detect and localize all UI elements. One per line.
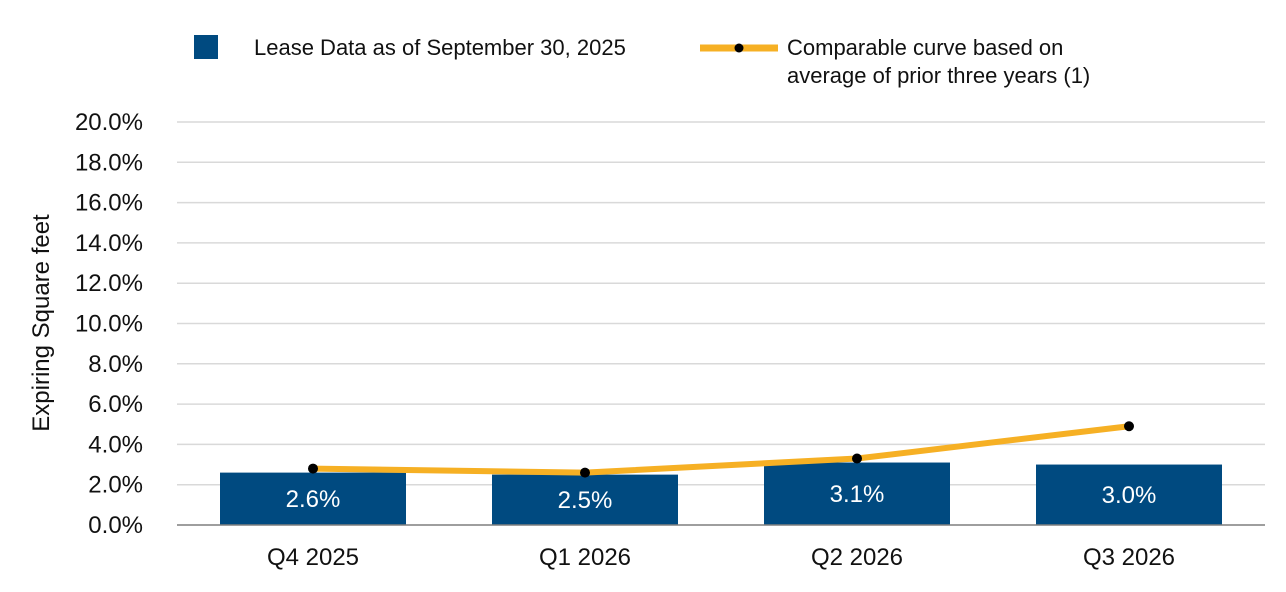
y-tick-label: 8.0% [88, 351, 143, 378]
line-point [852, 453, 862, 464]
line-series [308, 421, 1134, 478]
legend-bar-label: Lease Data as of September 30, 2025 [254, 35, 626, 60]
y-tick-label: 0.0% [88, 512, 143, 539]
y-tick-label: 12.0% [75, 270, 143, 297]
bar [1036, 464, 1222, 525]
y-tick-label: 2.0% [88, 472, 143, 499]
bar [764, 462, 950, 525]
y-tick-label: 10.0% [75, 311, 143, 338]
y-tick-label: 14.0% [75, 230, 143, 257]
x-tick-label: Q3 2026 [1083, 544, 1175, 571]
y-tick-label: 18.0% [75, 149, 143, 176]
y-axis-ticks: 0.0% 2.0% 4.0% 6.0% 8.0% 10.0% 12.0% 14.0% 16.0%… [75, 109, 143, 539]
y-tick-label: 20.0% [75, 109, 143, 136]
bar-data-label: 2.6% [286, 486, 341, 513]
y-tick-label: 6.0% [88, 391, 143, 418]
y-axis-title: Expiring Square feet [28, 214, 55, 432]
bar-data-labels: 2.6% 2.5% 3.1% 3.0% [286, 481, 1157, 514]
legend-bar-swatch [194, 35, 218, 59]
x-tick-label: Q1 2026 [539, 544, 631, 571]
y-tick-label: 16.0% [75, 190, 143, 217]
x-axis-ticks: Q4 2025 Q1 2026 Q2 2026 Q3 2026 [267, 544, 1175, 571]
line-point [580, 467, 590, 478]
bar-data-label: 2.5% [558, 487, 613, 514]
x-tick-label: Q4 2025 [267, 544, 359, 571]
comparable-curve-line [310, 423, 1132, 476]
x-tick-label: Q2 2026 [811, 544, 903, 571]
legend: Lease Data as of September 30, 2025 Comp… [194, 35, 1090, 88]
legend-line-label-line1: Comparable curve based on [787, 35, 1063, 60]
bar-series [220, 462, 1222, 525]
line-point [1124, 421, 1134, 432]
y-tick-label: 4.0% [88, 431, 143, 458]
bar-data-label: 3.1% [830, 481, 885, 508]
bar-data-label: 3.0% [1102, 482, 1157, 509]
legend-line-label-line2: average of prior three years (1) [787, 63, 1090, 88]
legend-line-marker [734, 43, 744, 53]
line-point [308, 463, 318, 474]
bar [220, 472, 406, 525]
bar [492, 474, 678, 525]
